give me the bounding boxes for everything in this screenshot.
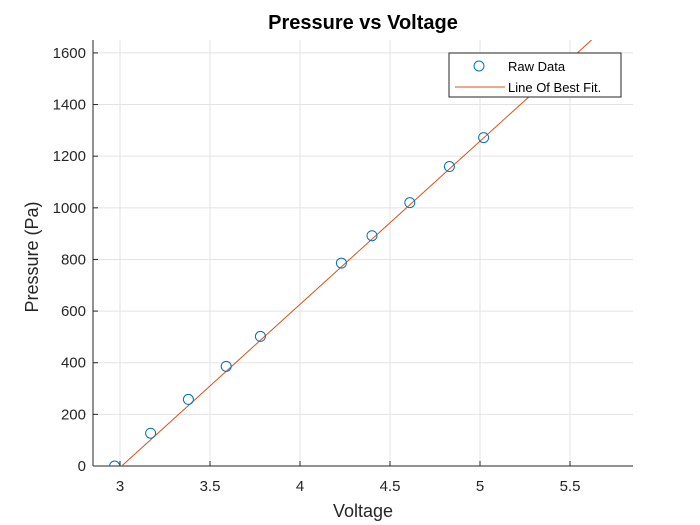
y-tick-label: 800 [61, 251, 86, 268]
y-tick-label: 1400 [53, 97, 86, 114]
data-point [254, 330, 266, 342]
legend-box [448, 52, 622, 98]
chart-title: Pressure vs Voltage [268, 12, 458, 34]
data-point [109, 460, 121, 466]
best-fit-line [120, 40, 592, 466]
y-tick-label: 400 [61, 355, 86, 372]
data-point [335, 257, 347, 269]
y-tick-label: 200 [61, 406, 86, 423]
data-point [478, 132, 490, 144]
grid [93, 40, 633, 467]
legend-marker-raw-data [473, 60, 485, 72]
x-tick-label: 3 [116, 478, 124, 495]
data-point [366, 230, 378, 242]
x-tick-label: 3.5 [200, 478, 221, 495]
y-tick-label: 1000 [53, 200, 86, 217]
data-point [220, 360, 232, 372]
y-tick-label: 1600 [53, 45, 86, 62]
x-tick-label: 5 [476, 478, 484, 495]
axes: 3 3.5 4 4.5 5 5.5 0 200 400 600 800 1000 1200 1400 160… [53, 40, 633, 495]
legend-label: Raw Data [508, 59, 566, 74]
x-axis-label: Voltage [333, 501, 393, 521]
y-tick-label: 0 [78, 458, 86, 475]
data-point [443, 161, 455, 173]
y-tick-label: 600 [61, 303, 86, 320]
legend: Raw Data Line Of Best Fit. [448, 52, 622, 98]
data-point [404, 197, 416, 209]
data-point [182, 393, 194, 405]
plot-series [109, 40, 592, 466]
y-axis-label: Pressure (Pa) [22, 201, 42, 312]
x-tick-label: 5.5 [560, 478, 581, 495]
x-tick-label: 4.5 [380, 478, 401, 495]
x-tick-label: 4 [296, 478, 304, 495]
plot-area [109, 40, 592, 466]
y-tick-label: 1200 [53, 148, 86, 165]
legend-label: Line Of Best Fit. [508, 80, 601, 95]
data-point [145, 427, 157, 439]
